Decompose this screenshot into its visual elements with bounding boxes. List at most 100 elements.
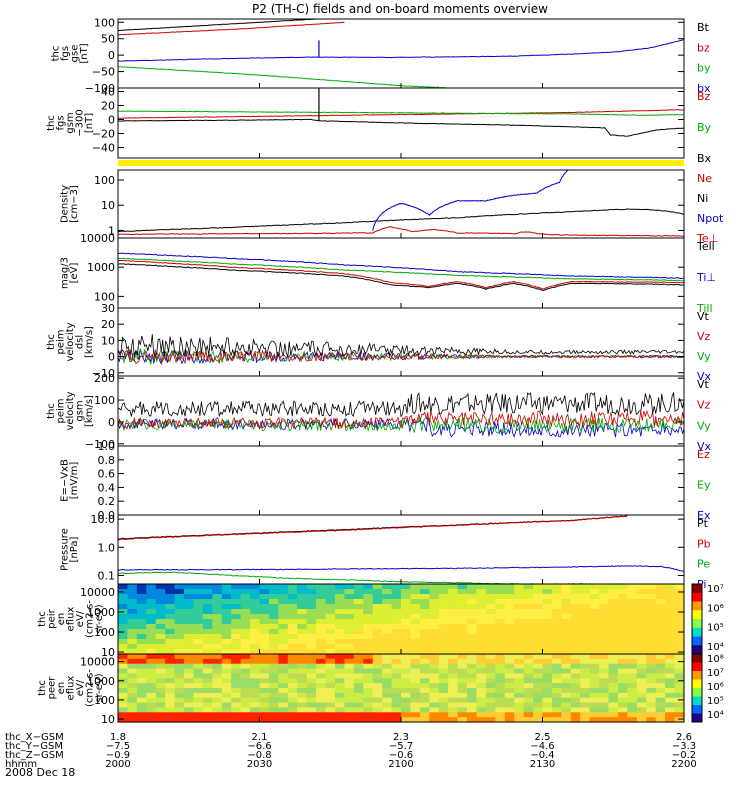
spectrogram-cell [363, 717, 374, 723]
spectrogram-cell [165, 717, 176, 723]
spectrogram-cell [353, 668, 364, 675]
spectrogram-cell [118, 712, 129, 718]
spectrogram-cell [514, 619, 525, 625]
spectrogram-cell [523, 658, 534, 665]
spectrogram-cell [410, 599, 421, 605]
spectrogram-cell [504, 619, 515, 625]
spectrogram-cell [136, 584, 147, 590]
spectrogram-cell [561, 688, 572, 694]
spectrogram-cell [212, 609, 223, 615]
spectrogram-cell [250, 604, 261, 610]
spectrogram-cell [429, 624, 440, 630]
spectrogram-cell [268, 707, 279, 713]
spectrogram-cell [570, 624, 581, 630]
spectrogram-cell [127, 658, 138, 665]
spectrogram-cell [419, 614, 430, 620]
spectrogram-cell [259, 692, 270, 699]
colorbar-label: 10⁴ [707, 642, 724, 653]
spectrogram-cell [118, 584, 129, 590]
spectrogram-cell [316, 619, 327, 625]
spectrogram-cell [363, 639, 374, 645]
spectrogram-cell [429, 678, 440, 684]
spectrogram-cell [382, 609, 393, 615]
spectrogram-cell [551, 697, 562, 704]
spectrogram-cell [372, 712, 383, 718]
spectrogram-cell [467, 663, 478, 670]
spectrogram-cell [665, 668, 676, 675]
spectrogram-cell [542, 688, 553, 694]
spectrogram-cell [504, 697, 515, 704]
spectrogram-cell [504, 639, 515, 645]
spectrogram-cell [240, 663, 251, 670]
spectrogram-cell [136, 702, 147, 709]
spectrogram-cell [589, 663, 600, 670]
spectrogram-cell [523, 668, 534, 675]
spectrogram-cell [316, 683, 327, 689]
spectrogram-cell [617, 629, 628, 635]
spectrogram-cell [401, 634, 412, 640]
spectrogram-cell [419, 589, 430, 595]
y-axis-label: eflux [66, 676, 77, 701]
colorbar-segment [692, 610, 702, 620]
spectrogram-cell [268, 712, 279, 718]
spectrogram-cell [372, 649, 383, 655]
spectrogram-cell [599, 702, 610, 709]
spectrogram-cell [429, 712, 440, 718]
spectrogram-cell [363, 707, 374, 713]
spectrogram-cell [551, 584, 562, 590]
spectrogram-cell [514, 688, 525, 694]
spectrogram-cell [297, 663, 308, 670]
spectrogram-cell [372, 644, 383, 650]
y-tick-label: 0 [108, 416, 115, 429]
spectrogram-cell [382, 697, 393, 704]
spectrogram-cell [382, 663, 393, 670]
spectrogram-cell [250, 678, 261, 684]
spectrogram-cell [457, 712, 468, 718]
spectrogram-cell [334, 688, 345, 694]
spectrogram-cell [268, 629, 279, 635]
spectrogram-cell [627, 673, 638, 679]
spectrogram-cell [429, 594, 440, 600]
spectrogram-cell [589, 707, 600, 713]
spectrogram-cell [608, 639, 619, 645]
spectrogram-cell [495, 683, 506, 689]
spectrogram-cell [127, 673, 138, 679]
spectrogram-cell [485, 678, 496, 684]
spectrogram-cell [240, 634, 251, 640]
spectrogram-cell [184, 702, 195, 709]
spectrogram-cell [268, 692, 279, 699]
spectrogram-cell [372, 683, 383, 689]
spectrogram-cell [155, 599, 166, 605]
spectrogram-cell [155, 589, 166, 595]
spectrogram-cell [155, 658, 166, 665]
spectrogram-cell [523, 584, 534, 590]
spectrogram-cell [193, 717, 204, 723]
spectrogram-cell [599, 712, 610, 718]
spectrogram-cell [165, 668, 176, 675]
spectrogram-cell [231, 619, 242, 625]
spectrogram-cell [184, 707, 195, 713]
spectrogram-cell [184, 589, 195, 595]
spectrogram-cell [448, 658, 459, 665]
spectrogram-cell [127, 697, 138, 704]
spectrogram-cell [467, 634, 478, 640]
spectrogram-cell [467, 688, 478, 694]
spectrogram-cell [268, 624, 279, 630]
spectrogram-cell [334, 614, 345, 620]
spectrogram-cell [438, 624, 449, 630]
spectrogram-cell [599, 629, 610, 635]
spectrogram-cell [344, 697, 355, 704]
spectrogram-cell [599, 594, 610, 600]
spectrogram-cell [599, 624, 610, 630]
spectrogram-cell [325, 658, 336, 665]
spectrogram-cell [353, 649, 364, 655]
spectrogram-cell [542, 658, 553, 665]
spectrogram-cell [118, 614, 129, 620]
spectrogram-cell [231, 644, 242, 650]
spectrogram-cell [268, 644, 279, 650]
series-line-Vz [118, 409, 684, 430]
xaxis-value: −6.6 [247, 741, 271, 752]
spectrogram-cell [165, 649, 176, 655]
spectrogram-cell [599, 619, 610, 625]
spectrogram-cell [334, 594, 345, 600]
